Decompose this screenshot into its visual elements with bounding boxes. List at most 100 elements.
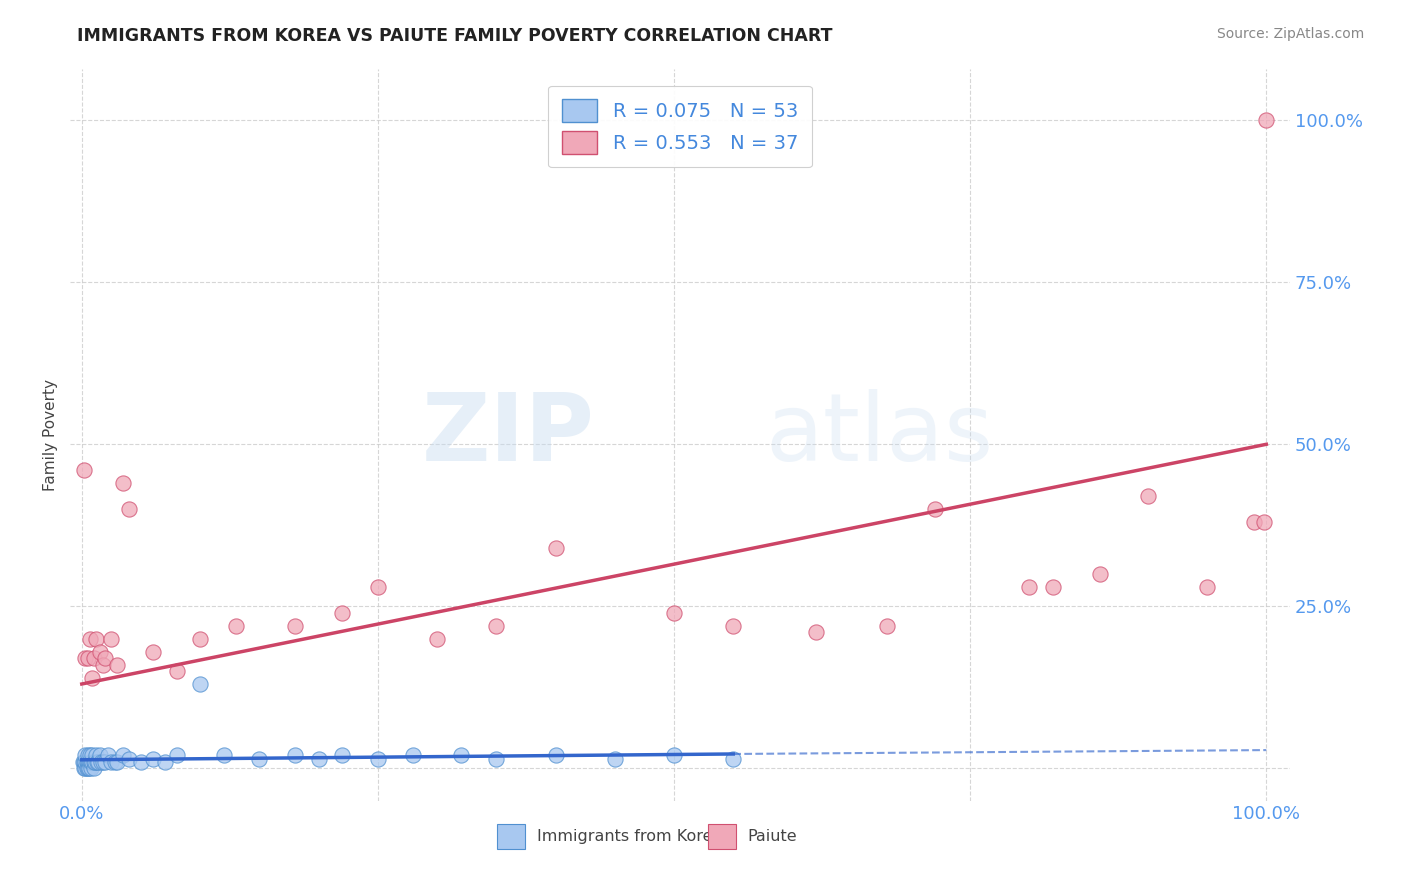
Text: ZIP: ZIP: [422, 389, 595, 481]
Point: [1243, 515, 1265, 529]
Point: [73, 761, 96, 775]
Text: IMMIGRANTS FROM KOREA VS PAIUTE FAMILY POVERTY CORRELATION CHART: IMMIGRANTS FROM KOREA VS PAIUTE FAMILY P…: [77, 27, 832, 45]
Point: [332, 748, 354, 763]
Point: [118, 502, 141, 516]
Point: [94, 651, 117, 665]
Text: Immigrants from Korea: Immigrants from Korea: [537, 829, 721, 844]
Point: [284, 618, 307, 632]
Point: [77, 755, 100, 769]
Point: [1197, 580, 1219, 594]
FancyBboxPatch shape: [498, 824, 526, 849]
Point: [112, 476, 135, 491]
Point: [105, 657, 128, 672]
Point: [83, 651, 105, 665]
Point: [79, 755, 101, 769]
Point: [876, 618, 898, 632]
Point: [402, 748, 425, 763]
Point: [90, 755, 112, 769]
Point: [76, 761, 98, 775]
Point: [284, 748, 307, 763]
Y-axis label: Family Poverty: Family Poverty: [44, 378, 58, 491]
Point: [723, 618, 745, 632]
Point: [426, 632, 449, 646]
Text: atlas: atlas: [765, 389, 994, 481]
Point: [83, 761, 105, 775]
Point: [75, 748, 97, 763]
Point: [806, 625, 828, 640]
Point: [367, 751, 389, 765]
Legend: R = 0.075   N = 53, R = 0.553   N = 37: R = 0.075 N = 53, R = 0.553 N = 37: [548, 86, 811, 168]
Point: [91, 755, 114, 769]
Point: [79, 632, 101, 646]
Point: [188, 677, 211, 691]
Point: [75, 761, 97, 775]
Point: [166, 748, 188, 763]
Point: [75, 755, 97, 769]
Point: [84, 748, 107, 763]
Point: [76, 748, 98, 763]
Point: [142, 645, 165, 659]
Point: [1090, 566, 1112, 581]
Point: [450, 748, 472, 763]
Point: [73, 463, 96, 477]
Point: [73, 755, 96, 769]
Point: [1136, 489, 1159, 503]
Point: [105, 755, 128, 769]
Point: [100, 632, 122, 646]
Point: [603, 751, 626, 765]
Point: [80, 755, 103, 769]
Point: [1042, 580, 1064, 594]
Point: [723, 751, 745, 765]
Point: [1253, 515, 1275, 529]
Point: [1018, 580, 1040, 594]
Point: [544, 748, 567, 763]
Point: [82, 755, 104, 769]
Point: [924, 502, 946, 516]
Point: [97, 748, 120, 763]
Point: [249, 751, 271, 765]
Point: [485, 618, 508, 632]
Point: [225, 618, 247, 632]
Point: [308, 751, 330, 765]
Point: [662, 606, 685, 620]
Point: [188, 632, 211, 646]
Point: [129, 755, 152, 769]
Point: [72, 755, 94, 769]
Point: [76, 755, 98, 769]
Point: [76, 761, 98, 775]
Point: [86, 755, 108, 769]
Point: [485, 751, 508, 765]
Point: [94, 755, 117, 769]
Point: [104, 755, 127, 769]
Point: [118, 751, 141, 765]
Point: [100, 755, 122, 769]
Point: [142, 751, 165, 765]
Text: Paiute: Paiute: [748, 829, 797, 844]
Point: [83, 755, 105, 769]
Point: [87, 755, 110, 769]
Point: [76, 651, 98, 665]
Point: [332, 606, 354, 620]
Point: [544, 541, 567, 555]
Point: [80, 761, 103, 775]
Text: Source: ZipAtlas.com: Source: ZipAtlas.com: [1216, 27, 1364, 41]
Point: [1256, 113, 1278, 128]
Point: [77, 761, 100, 775]
Point: [212, 748, 235, 763]
Point: [83, 755, 105, 769]
Point: [82, 748, 104, 763]
Point: [76, 755, 98, 769]
Point: [166, 664, 188, 678]
Point: [89, 645, 111, 659]
Point: [153, 755, 176, 769]
Point: [367, 580, 389, 594]
Point: [89, 748, 111, 763]
Point: [91, 657, 114, 672]
Point: [82, 671, 104, 685]
Point: [79, 748, 101, 763]
Point: [662, 748, 685, 763]
FancyBboxPatch shape: [709, 824, 737, 849]
Point: [84, 632, 107, 646]
Point: [75, 651, 97, 665]
Point: [112, 748, 135, 763]
